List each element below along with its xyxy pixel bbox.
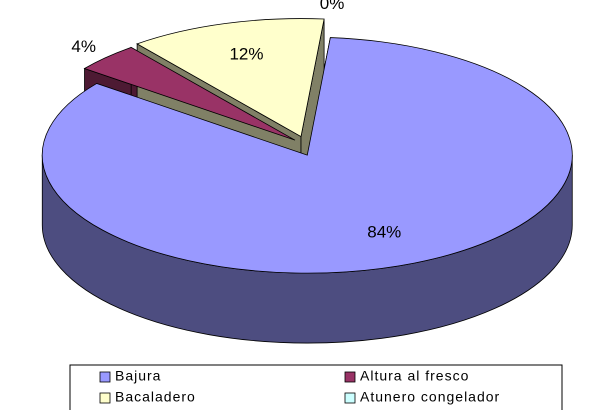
legend-label: Bacaladero (115, 389, 196, 405)
data-label: 84% (367, 222, 401, 241)
legend-swatch (99, 371, 111, 383)
data-label: 0% (320, 0, 345, 13)
legend-swatch (344, 371, 356, 383)
legend-box (69, 364, 563, 410)
legend: Bajura Altura al fresco Bacaladero Atunero … (99, 368, 500, 405)
legend-label: Bajura (115, 368, 161, 384)
slice (136, 18, 325, 138)
legend-swatch (99, 392, 111, 404)
data-label: 12% (229, 45, 263, 64)
legend-label: Atunero congelador (360, 389, 500, 405)
legend-swatch (344, 392, 356, 404)
pie-tops (41, 18, 573, 274)
data-label: 4% (71, 37, 96, 56)
slice (41, 37, 573, 274)
data-labels: 84% 4% 12% 0% (71, 0, 401, 241)
slice (83, 47, 296, 141)
legend-label: Altura al fresco (360, 368, 469, 384)
